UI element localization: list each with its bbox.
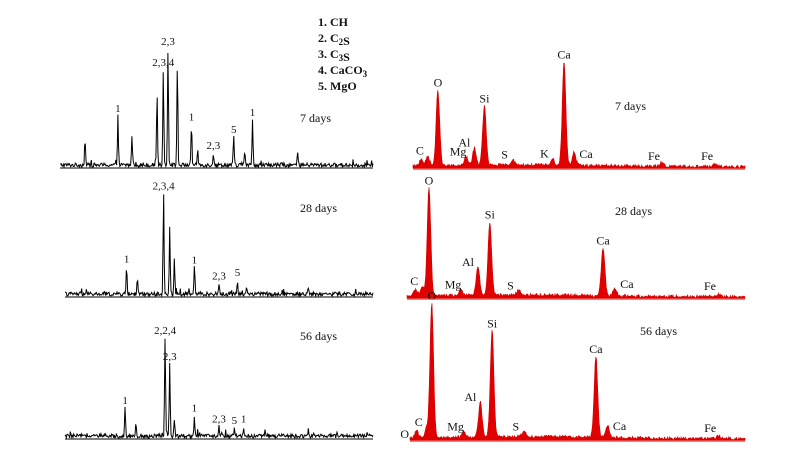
legend-item-number: 1.	[318, 15, 330, 29]
eds-element-label: O	[427, 289, 436, 303]
age-label: 28 days	[615, 204, 652, 218]
legend-formula-text: CH	[330, 15, 349, 29]
xrd-peak-label: 5	[231, 124, 237, 136]
xrd-peak-label: 1	[250, 107, 256, 119]
eds-element-label: Ca	[557, 47, 571, 61]
eds-element-label: O	[434, 75, 443, 89]
xrd-peak-label: 2,3,4	[152, 57, 175, 69]
xrd-pattern-line	[64, 338, 374, 440]
eds-element-label: K	[540, 147, 549, 161]
eds-element-label: Fe	[648, 149, 660, 163]
xrd-peak-label: 1	[189, 112, 195, 124]
eds-element-label: Al	[464, 390, 477, 404]
age-label: 56 days	[640, 324, 677, 338]
legend-item: 1. CH	[318, 15, 349, 29]
xrd-peak-label: 2,3	[163, 351, 177, 363]
xrd-56-days-panel: 12,2,42,312,3 5 156 days	[64, 325, 374, 440]
legend-formula-subscript: 3	[363, 69, 368, 79]
legend-item: 3. C3S	[318, 47, 350, 64]
xrd-7-days-panel: 1 2,3,4 2,3 1 2,3 5 1 7 days	[59, 36, 374, 169]
eds-element-label: Mg	[450, 144, 467, 158]
xrd-peak-label: 2,3	[161, 36, 175, 48]
legend-item: 2. C2S	[318, 31, 350, 48]
eds-element-label: O	[400, 427, 409, 441]
xrd-peak-label: 1	[192, 255, 198, 267]
legend-formula-text: S	[343, 50, 350, 64]
age-label: 7 days	[615, 99, 646, 113]
xrd-peak-label: 1	[192, 402, 198, 414]
xrd-peak-label: 1	[115, 103, 121, 115]
eds-element-label: Al	[458, 136, 471, 150]
eds-element-label: Si	[479, 92, 490, 106]
legend-formula-text: C	[330, 31, 339, 45]
legend-formula-text: S	[343, 34, 350, 48]
eds-element-label: Fe	[704, 279, 716, 293]
legend-formula-subscript: 2	[339, 37, 344, 47]
xrd-28-days-panel: 1 2,3,4 1 2,3 5 28 days	[64, 180, 374, 298]
eds-element-label: Mg	[445, 277, 462, 291]
xrd-pattern-line	[64, 194, 374, 298]
eds-element-label: C	[410, 274, 418, 288]
age-label: 7 days	[300, 111, 331, 125]
eds-element-label: Ca	[596, 234, 610, 248]
eds-element-label: Mg	[447, 419, 464, 433]
eds-element-label: S	[513, 419, 520, 433]
eds-element-label: S	[507, 279, 514, 293]
eds-element-label: Al	[462, 255, 475, 269]
legend-item-number: 3.	[318, 47, 330, 61]
legend-formula-text: CaCO	[330, 63, 363, 77]
xrd-peak-label: 1	[122, 395, 128, 407]
eds-spectrum-area	[406, 187, 746, 299]
eds-element-label: Si	[487, 317, 498, 331]
eds-element-label: C	[416, 143, 424, 157]
xrd-peak-label: 1	[241, 414, 247, 426]
eds-spectrum-area	[409, 303, 746, 441]
legend-item: 5. MgO	[318, 79, 357, 93]
xrd-peak-label: 1	[124, 253, 130, 265]
eds-element-label: Si	[485, 208, 496, 222]
xrd-peak-label: 5	[235, 267, 241, 279]
eds-element-label: S	[501, 148, 508, 162]
eds-element-label: C	[415, 415, 423, 429]
eds-element-label: Ca	[589, 342, 603, 356]
age-label: 56 days	[300, 329, 337, 343]
eds-element-label: Fe	[701, 149, 713, 163]
xrd-peak-label: 5	[232, 415, 238, 427]
legend-item-number: 4.	[318, 63, 330, 77]
xrd-peak-label: 2,2,4	[154, 325, 177, 337]
legend-formula-text: MgO	[330, 79, 357, 93]
xrd-pattern-line	[59, 52, 374, 169]
eds-spectrum-area	[412, 62, 746, 169]
eds-element-label: O	[425, 174, 434, 188]
eds-element-label: Ca	[613, 419, 627, 433]
xrd-peak-label: 2,3	[212, 270, 226, 282]
eds-element-label: Ca	[620, 277, 634, 291]
eds-element-label: Fe	[704, 421, 716, 435]
age-label: 28 days	[300, 201, 337, 215]
legend-formula-text: C	[330, 47, 339, 61]
eds-element-label: Ca	[579, 147, 593, 161]
xrd-peak-label: 2,3	[212, 414, 226, 426]
legend-item-number: 5.	[318, 79, 330, 93]
legend-formula-subscript: 3	[339, 53, 344, 63]
xrd-peak-label: 2,3,4	[153, 180, 176, 192]
legend-item: 4. CaCO3	[318, 63, 368, 79]
legend-item-number: 2.	[318, 31, 330, 45]
xrd-peak-label: 2,3	[207, 140, 221, 152]
